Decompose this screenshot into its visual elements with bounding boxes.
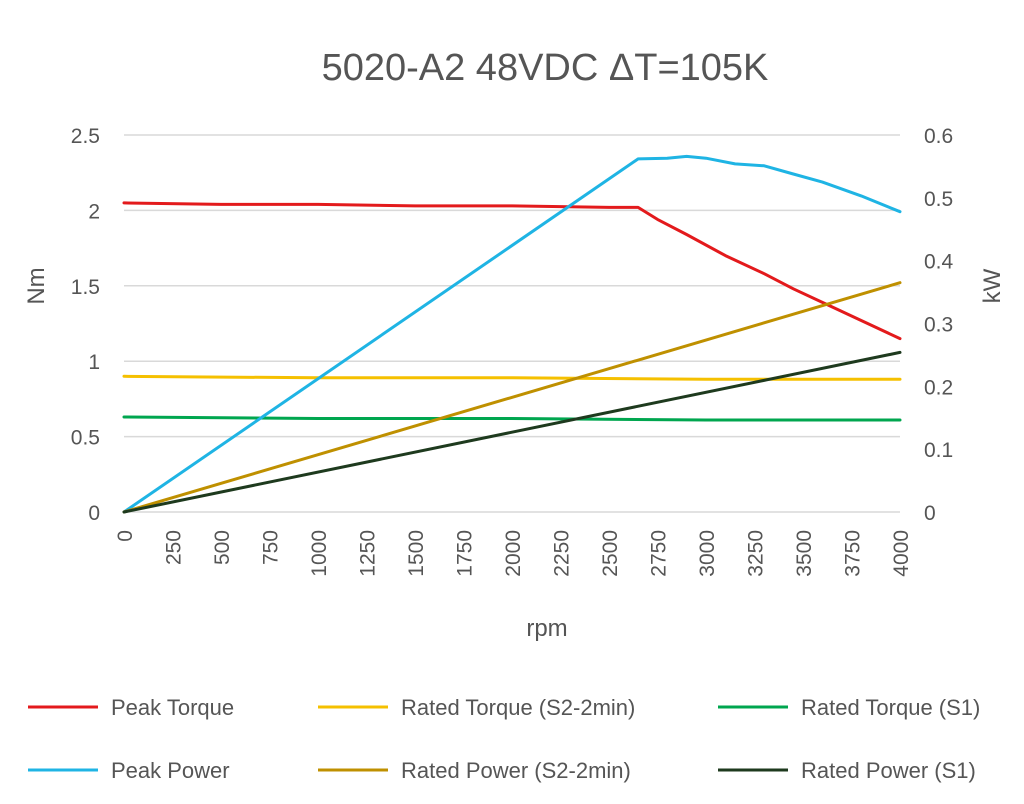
- chart-title: 5020-A2 48VDC ΔT=105K: [322, 47, 769, 89]
- y-right-tick-label: 0.6: [924, 125, 953, 148]
- y-right-tick-label: 0.5: [924, 188, 953, 211]
- x-tick-label: 3750: [842, 530, 865, 577]
- series-line-rated-power-s2-2min: [122, 281, 902, 514]
- x-tick-label: 2500: [599, 530, 622, 577]
- y-left-tick-label: 2.5: [71, 125, 100, 148]
- x-tick-label: 2250: [551, 530, 574, 577]
- right-axis-ticks: 0 0.1 0.2 0.3 0.4 0.5 0.6: [924, 125, 954, 525]
- series-line-peak-power: [122, 154, 902, 514]
- series-line-rated-power-s1: [122, 350, 902, 514]
- grid: [124, 134, 900, 513]
- y-axis-left-label: Nm: [23, 267, 50, 304]
- legend: Peak Torque Rated Torque (S2-2min) Rated T…: [28, 695, 980, 783]
- x-tick-label: 250: [163, 530, 186, 565]
- y-left-tick-label: 0: [88, 502, 100, 525]
- legend-label-rated-power-s1: Rated Power (S1): [801, 758, 976, 783]
- y-left-tick-label: 2: [88, 200, 100, 223]
- y-left-tick-label: 0.5: [71, 427, 100, 450]
- x-tick-label: 750: [260, 530, 283, 565]
- x-tick-label: 1250: [357, 530, 380, 577]
- y-right-tick-label: 0.4: [924, 251, 954, 274]
- y-axis-right-label: kW: [979, 268, 1006, 303]
- legend-label-rated-torque-s2-2min: Rated Torque (S2-2min): [401, 695, 635, 720]
- x-tick-label: 2750: [648, 530, 671, 577]
- x-axis-ticks: 0 250 500 750 1000 1250 1500 1750 2000 2250 2500 27…: [114, 530, 913, 577]
- y-right-tick-label: 0: [924, 502, 936, 525]
- x-tick-label: 1500: [405, 530, 428, 577]
- x-tick-label: 3500: [793, 530, 816, 577]
- x-tick-label: 4000: [890, 530, 913, 577]
- y-left-tick-label: 1: [88, 351, 100, 374]
- x-tick-label: 1750: [454, 530, 477, 577]
- left-axis-ticks: 0 0.5 1 1.5 2 2.5: [71, 125, 100, 525]
- x-tick-label: 3250: [745, 530, 768, 577]
- x-axis-label: rpm: [526, 615, 567, 642]
- series-line-rated-torque-s1: [122, 415, 902, 422]
- x-tick-label: 500: [211, 530, 234, 565]
- x-tick-label: 1000: [308, 530, 331, 577]
- x-tick-label: 0: [114, 530, 137, 542]
- x-tick-label: 2000: [502, 530, 525, 577]
- y-right-tick-label: 0.1: [924, 439, 953, 462]
- y-right-tick-label: 0.2: [924, 376, 953, 399]
- legend-label-rated-torque-s1: Rated Torque (S1): [801, 695, 980, 720]
- legend-label-rated-power-s2-2min: Rated Power (S2-2min): [401, 758, 631, 783]
- plot-area: [122, 154, 902, 514]
- legend-label-peak-torque: Peak Torque: [111, 695, 234, 720]
- legend-label-peak-power: Peak Power: [111, 758, 230, 783]
- y-left-tick-label: 1.5: [71, 276, 100, 299]
- y-right-tick-label: 0.3: [924, 314, 953, 337]
- x-tick-label: 3000: [696, 530, 719, 577]
- series-line-peak-torque: [122, 201, 902, 341]
